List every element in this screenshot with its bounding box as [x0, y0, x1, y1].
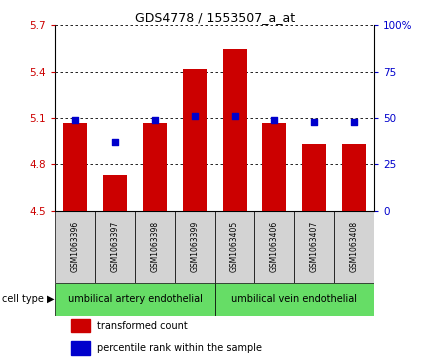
Point: [72, 117, 79, 123]
Bar: [302, 144, 326, 211]
Text: cell type ▶: cell type ▶: [2, 294, 54, 305]
Text: GSM1063396: GSM1063396: [71, 221, 79, 273]
Bar: [55, 283, 215, 316]
Text: GSM1063398: GSM1063398: [150, 221, 159, 272]
Text: percentile rank within the sample: percentile rank within the sample: [96, 343, 262, 353]
Text: GSM1063405: GSM1063405: [230, 221, 239, 273]
Point: [112, 139, 119, 145]
Bar: [262, 123, 286, 211]
Text: GSM1063399: GSM1063399: [190, 221, 199, 273]
Bar: [103, 175, 127, 211]
Bar: [63, 123, 87, 211]
Text: transformed count: transformed count: [96, 321, 187, 331]
Text: GSM1063407: GSM1063407: [310, 221, 319, 273]
Text: GSM1063408: GSM1063408: [350, 221, 359, 272]
Bar: [135, 211, 175, 283]
Point: [231, 113, 238, 119]
Bar: [294, 211, 334, 283]
Point: [191, 113, 198, 119]
Bar: [342, 144, 366, 211]
Point: [271, 117, 278, 123]
Text: GSM1063397: GSM1063397: [110, 221, 119, 273]
Point: [151, 117, 158, 123]
Bar: [71, 319, 90, 333]
Text: umbilical vein endothelial: umbilical vein endothelial: [231, 294, 357, 305]
Text: GSM1063406: GSM1063406: [270, 221, 279, 273]
Bar: [255, 211, 294, 283]
Bar: [55, 211, 95, 283]
Point: [311, 119, 317, 125]
Bar: [183, 69, 207, 211]
Bar: [215, 211, 255, 283]
Title: GDS4778 / 1553507_a_at: GDS4778 / 1553507_a_at: [135, 11, 295, 24]
Text: umbilical artery endothelial: umbilical artery endothelial: [68, 294, 202, 305]
Bar: [143, 123, 167, 211]
Bar: [175, 211, 215, 283]
Bar: [215, 283, 374, 316]
Bar: [71, 341, 90, 355]
Bar: [95, 211, 135, 283]
Point: [351, 119, 357, 125]
Bar: [334, 211, 374, 283]
Bar: [223, 49, 246, 211]
